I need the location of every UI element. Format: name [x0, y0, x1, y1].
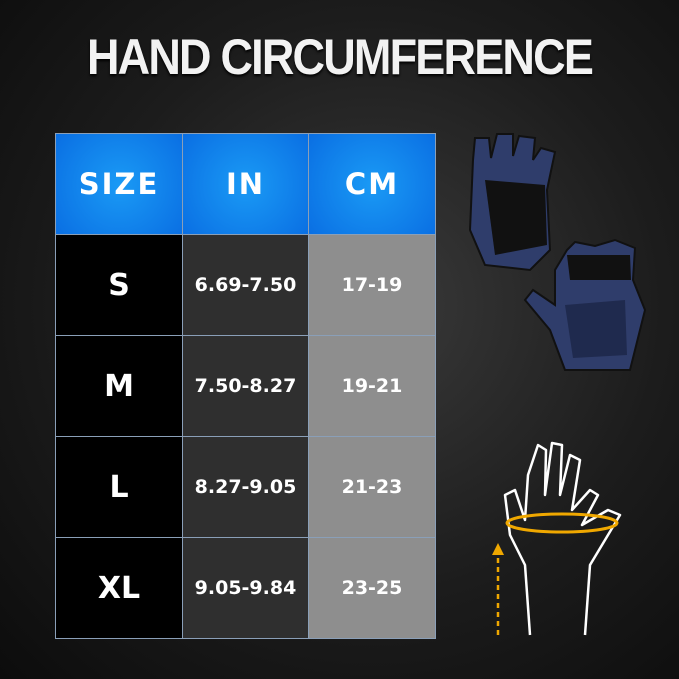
- cm-cell: 19-21: [308, 335, 436, 437]
- inch-cell: 6.69-7.50: [182, 234, 309, 336]
- size-cell: S: [55, 234, 183, 336]
- table-header-row: SIZE IN CM: [55, 133, 436, 235]
- size-cell: M: [55, 335, 183, 437]
- size-cell: L: [55, 436, 183, 538]
- glove-back-icon: [468, 133, 557, 272]
- hand-outline-icon: [503, 441, 622, 636]
- header-cm: CM: [308, 133, 436, 235]
- circumference-tape-icon: [505, 512, 619, 534]
- inch-cell: 8.27-9.05: [182, 436, 309, 538]
- cm-cell: 17-19: [308, 234, 436, 336]
- inch-cell: 9.05-9.84: [182, 537, 309, 639]
- size-chart-table: SIZE IN CM S 6.69-7.50 17-19 M 7.50-8.27…: [55, 133, 436, 639]
- header-size: SIZE: [55, 133, 183, 235]
- cm-cell: 23-25: [308, 537, 436, 639]
- size-cell: XL: [55, 537, 183, 639]
- table-row: L 8.27-9.05 21-23: [55, 436, 436, 538]
- page-title: HAND CIRCUMFERENCE: [86, 29, 594, 85]
- glove-product-image: [468, 133, 647, 371]
- table-row: S 6.69-7.50 17-19: [55, 234, 436, 336]
- table-row: XL 9.05-9.84 23-25: [55, 537, 436, 639]
- hand-measure-illustration: [492, 441, 622, 636]
- cm-cell: 21-23: [308, 436, 436, 538]
- inch-cell: 7.50-8.27: [182, 335, 309, 437]
- header-in: IN: [182, 133, 309, 235]
- glove-palm-icon: [523, 238, 647, 371]
- table-row: M 7.50-8.27 19-21: [55, 335, 436, 437]
